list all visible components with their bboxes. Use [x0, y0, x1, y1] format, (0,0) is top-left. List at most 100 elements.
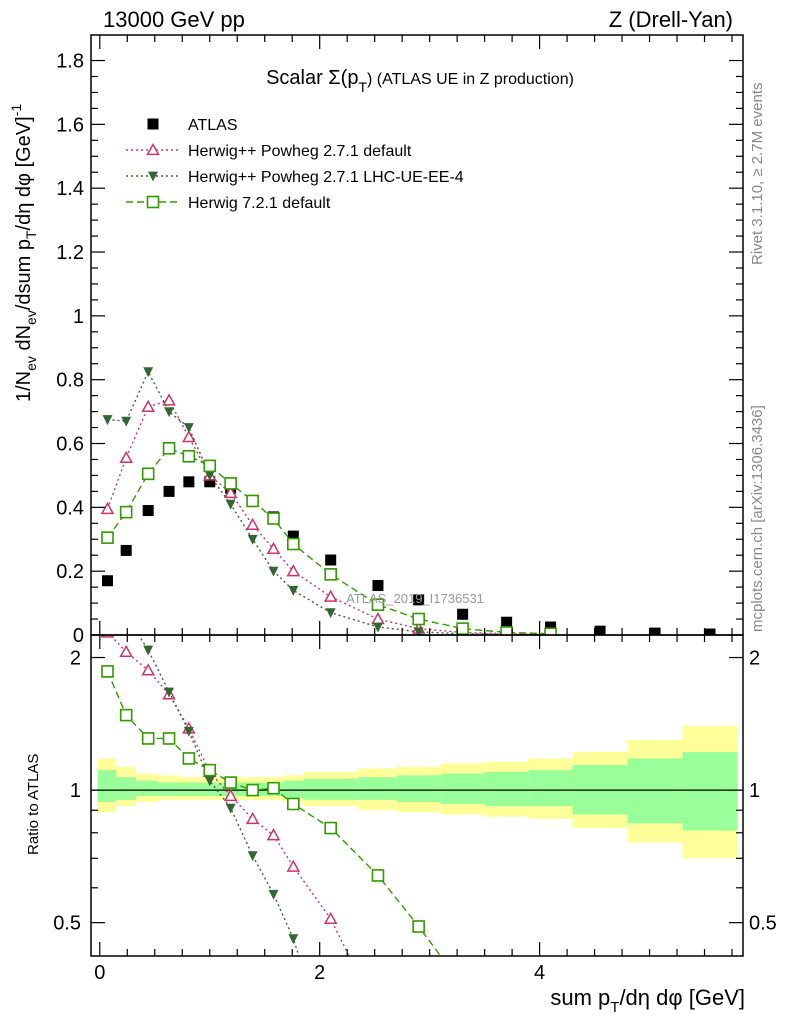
- band-inner-bin: [682, 752, 738, 831]
- data-point-2: [247, 534, 258, 545]
- main-panel-series: [100, 367, 716, 635]
- legend: ATLAS Herwig++ Powheg 2.7.1 default Herwig…: [126, 117, 464, 212]
- band-inner-bin: [627, 758, 683, 824]
- ratio-point-0: [286, 859, 301, 872]
- data-point-3: [162, 441, 176, 455]
- band-inner-bin: [97, 770, 117, 802]
- data-point-3: [267, 512, 280, 525]
- data-point-1: [182, 430, 196, 443]
- main-y-tick-label: 1.6: [56, 114, 84, 136]
- band-inner-bin: [440, 773, 485, 804]
- ratio-point-2: [162, 732, 176, 745]
- axis-ticks: 00.20.40.60.811.21.41.61.80 2 40.5 0.51 12 2: [53, 35, 777, 984]
- svg-text:1/Nev dNev/dsum pT/dη dφ [GeV: 1/Nev dNev/dsum pT/dη dφ [GeV]-1: [8, 104, 39, 402]
- data-point-3: [119, 505, 133, 519]
- band-inner-bin: [136, 780, 159, 796]
- main-y-tick-label: 0.8: [56, 370, 84, 392]
- ratio-point-2: [182, 752, 196, 765]
- data-point-2: [102, 415, 113, 426]
- data-point-3: [456, 622, 469, 635]
- ratio-point-2: [224, 776, 237, 789]
- data-point-2: [143, 367, 154, 378]
- legend-label-1: Herwig++ Powheg 2.7.1 default: [188, 143, 412, 160]
- data-point-1: [371, 611, 385, 625]
- data-point-3: [324, 568, 337, 581]
- data-point-0: [545, 621, 557, 633]
- legend-label-3: Herwig 7.2.1 default: [188, 195, 331, 212]
- ratio-point-1: [164, 687, 175, 698]
- data-point-0: [163, 485, 175, 497]
- ratio-y-tick-label-left: 2: [70, 648, 81, 670]
- main-y-tick-label: 1: [73, 306, 84, 328]
- ratio-point-1: [268, 889, 279, 900]
- data-point-1: [119, 450, 133, 464]
- ratio-panel-frame: [90, 634, 744, 957]
- data-point-0: [704, 628, 716, 635]
- header-collision-label: 13000 GeV pp: [103, 7, 245, 32]
- x-tick-label: 4: [534, 962, 545, 984]
- legend-marker-1: [146, 142, 160, 156]
- ratio-point-0: [266, 828, 281, 841]
- x-axis-label: sum pT/dη dφ [GeV]: [550, 985, 745, 1016]
- band-inner-bin: [358, 777, 397, 800]
- rivet-version-label: Rivet 3.1.10, ≥ 2.7M events: [749, 83, 766, 266]
- data-point-0: [372, 580, 384, 592]
- x-tick-label: 0: [94, 962, 105, 984]
- data-point-3: [544, 627, 557, 635]
- ratio-point-0: [245, 811, 260, 825]
- ratio-panel-series: [100, 635, 442, 956]
- main-y-tick-label: 1.2: [56, 242, 84, 264]
- data-point-2: [288, 585, 299, 596]
- data-point-2: [325, 608, 336, 619]
- ratio-line-2: [106, 671, 442, 956]
- ratio-point-2: [412, 920, 425, 933]
- ratio-point-0: [223, 788, 238, 802]
- data-point-1: [286, 564, 301, 577]
- ratio-point-2: [267, 781, 280, 795]
- band-inner-bin: [283, 780, 304, 798]
- band-inner-bin: [484, 771, 529, 807]
- data-point-3: [182, 449, 196, 463]
- main-y-tick-label: 1.4: [56, 178, 84, 200]
- data-point-1: [223, 485, 238, 499]
- data-point-2: [225, 499, 236, 510]
- legend-marker-0: [147, 118, 159, 130]
- ratio-point-1: [204, 776, 215, 787]
- band-inner-bin: [303, 778, 359, 800]
- main-y-tick-label: 0: [73, 625, 84, 647]
- data-point-0: [501, 616, 513, 628]
- ratio-y-tick-label-left: 0.5: [53, 913, 81, 935]
- data-point-1: [100, 501, 115, 515]
- data-point-1: [266, 541, 281, 554]
- analysis-watermark: ATLAS_2019_I1736531: [346, 591, 484, 606]
- data-point-1: [141, 399, 155, 412]
- data-point-0: [120, 544, 132, 556]
- data-point-0: [325, 554, 337, 566]
- ratio-point-0: [119, 644, 133, 658]
- data-point-0: [204, 476, 216, 488]
- legend-marker-2: [148, 171, 158, 182]
- ratio-point-2: [324, 821, 337, 835]
- ratio-uncertainty-bands: [97, 725, 738, 859]
- ratio-y-axis-label: Ratio to ATLAS: [25, 754, 42, 855]
- data-point-3: [412, 612, 425, 626]
- data-point-2: [413, 627, 424, 635]
- chart-title: Scalar Σ(pT) (ATLAS UE in Z production): [266, 67, 574, 95]
- ratio-point-2: [101, 665, 114, 678]
- data-point-3: [246, 494, 259, 508]
- ratio-point-2: [141, 732, 155, 745]
- main-y-tick-label: 0.2: [56, 561, 84, 583]
- ratio-point-1: [247, 851, 258, 862]
- data-point-0: [142, 505, 154, 517]
- legend-marker-3: [146, 195, 160, 209]
- data-point-3: [141, 467, 155, 481]
- data-point-2: [121, 416, 132, 427]
- data-point-0: [413, 594, 425, 606]
- data-point-0: [183, 476, 195, 488]
- ratio-y-tick-label-left: 1: [70, 780, 81, 802]
- data-point-3: [371, 598, 385, 611]
- main-y-axis-label: 1/Nev dNev/dsum pT/dη dφ [GeV]-1: [8, 104, 39, 402]
- ratio-line-0: [108, 635, 350, 956]
- band-inner-bin: [158, 782, 179, 796]
